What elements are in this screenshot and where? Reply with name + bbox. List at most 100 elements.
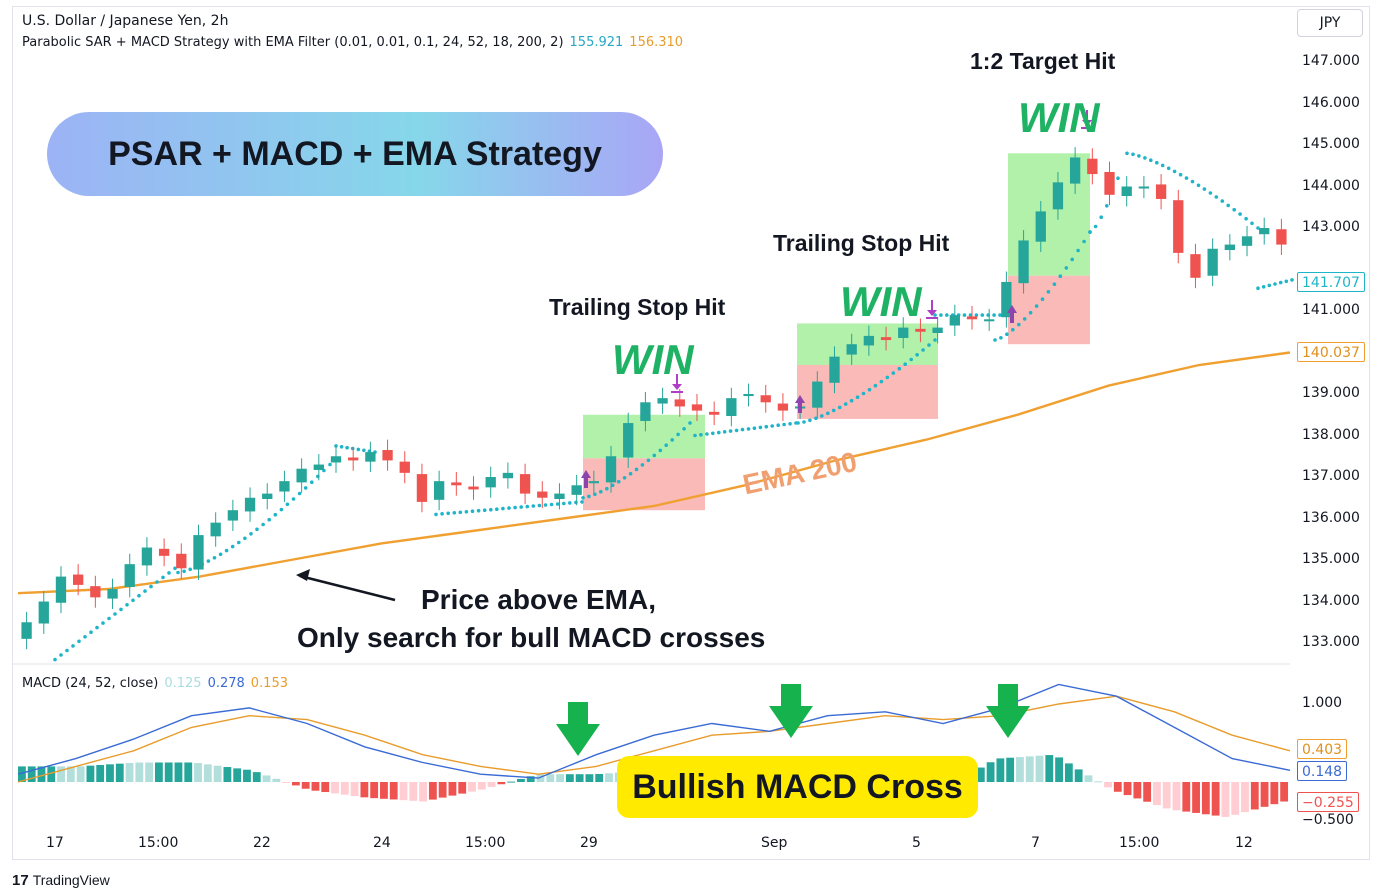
psar-dot-73: [543, 503, 548, 507]
candle-body-29: [519, 474, 531, 494]
macd-hist-bar-29: [301, 782, 310, 789]
psar-dot-157: [1017, 322, 1021, 327]
psar-dot-110: [758, 425, 763, 430]
psar-dot-124: [837, 405, 842, 410]
psar-dot-35: [261, 522, 265, 527]
psar-dot-27: [212, 556, 217, 560]
candle-body-1: [38, 601, 49, 624]
macd-hist-bar-107: [1064, 763, 1073, 782]
price-axis-tick: 136.000: [1302, 509, 1360, 526]
bullish-cross-arrow-icon-3: [986, 684, 1030, 738]
candle-body-2: [55, 576, 67, 603]
psar-dot-95: [670, 438, 674, 442]
psar-dot-205: [1290, 278, 1294, 282]
price-axis-tick: 134.000: [1302, 592, 1360, 609]
psar-dot-190: [1208, 191, 1213, 195]
candle-body-36: [640, 402, 651, 421]
tradingview-logo-icon: 17: [12, 872, 29, 889]
psar-dot-0: [53, 657, 57, 662]
candle-body-41: [726, 398, 737, 416]
psar-dot-199: [1256, 286, 1260, 291]
psar-dot-22: [182, 569, 186, 574]
price-axis-tick: 139.000: [1302, 385, 1360, 401]
candle-body-55: [966, 316, 978, 320]
macd-hist-bar-33: [340, 782, 349, 795]
psar-dot-170: [1088, 230, 1092, 234]
time-axis-tick: 5: [912, 835, 921, 851]
macd-hist-bar-102: [1016, 757, 1024, 782]
candle-body-23: [416, 474, 428, 502]
macd-hist-bar-46: [468, 782, 476, 792]
psar-dot-3: [71, 644, 75, 648]
psar-dot-93: [658, 448, 663, 453]
candle-body-54: [949, 315, 960, 326]
psar-dot-118: [802, 420, 806, 424]
candle-body-10: [193, 535, 204, 570]
macd-axis-tick: −0.500: [1302, 812, 1354, 828]
macd-legend[interactable]: MACD (24, 52, close) 0.125 0.278 0.153: [22, 676, 288, 691]
psar-dot-158: [1022, 317, 1027, 321]
currency-button[interactable]: JPY: [1297, 9, 1363, 37]
macd-line-value: 0.278: [207, 676, 245, 691]
psar-dot-131: [879, 379, 884, 384]
psar-dot-147: [968, 313, 973, 317]
candle-body-32: [571, 485, 582, 495]
tradingview-brand[interactable]: 17 TradingView: [12, 872, 110, 889]
time-axis-tick: 12: [1235, 835, 1253, 851]
candle-body-52: [915, 328, 926, 332]
psar-dot-23: [188, 567, 192, 572]
indicator-legend[interactable]: Parabolic SAR + MACD Strategy with EMA F…: [22, 35, 683, 50]
psar-dot-86: [616, 479, 621, 484]
macd-hist-bar-45: [458, 782, 467, 794]
psar-dot-202: [1273, 282, 1277, 286]
candle-body-69: [1207, 248, 1218, 276]
macd-hist-value: 0.125: [164, 676, 202, 691]
psar-dot-113: [776, 423, 780, 428]
psar-dot-62: [476, 508, 481, 513]
psar-dot-59: [458, 510, 463, 515]
candle-body-62: [1087, 158, 1098, 175]
psar-dot-78: [574, 500, 578, 505]
psar-dot-154: [999, 336, 1003, 340]
psar-dot-21: [176, 570, 180, 575]
macd-hist-bar-4: [57, 766, 65, 782]
psar-dot-2: [65, 648, 69, 653]
macd-hist-bar-3: [47, 766, 56, 782]
time-axis-tick: Sep: [761, 835, 788, 851]
candle-body-64: [1121, 186, 1132, 197]
time-axis-tick: 24: [373, 835, 391, 851]
macd-hist-bar-59: [595, 773, 604, 782]
candle-body-63: [1104, 171, 1115, 195]
win-label-3: WIN: [1018, 94, 1100, 141]
macd-hist-bar-119: [1182, 782, 1191, 812]
psar-dot-156: [1011, 327, 1015, 332]
psar-dot-6: [89, 630, 93, 634]
psar-dot-133: [891, 371, 896, 375]
psar-dot-85: [610, 483, 615, 488]
macd-hist-bar-32: [331, 782, 339, 794]
macd-hist-bar-117: [1162, 782, 1171, 809]
macd-axis-tick: 1.000: [1302, 695, 1343, 711]
psar-dot-72: [537, 503, 542, 508]
hist-price-tag: −0.255: [1297, 792, 1359, 812]
macd-hist-bar-124: [1231, 782, 1240, 815]
macd-hist-bar-118: [1172, 782, 1181, 811]
macd-hist-bar-0: [18, 766, 26, 782]
candle-body-25: [451, 482, 462, 486]
macd-signal-value: 0.153: [250, 676, 288, 691]
macd-hist-bar-11: [125, 762, 134, 782]
macd-hist-bar-19: [203, 764, 212, 782]
psar-dot-103: [717, 430, 721, 435]
candle-body-4: [90, 586, 101, 598]
time-axis-tick: 29: [580, 835, 598, 851]
macd-hist-bar-51: [517, 778, 525, 782]
macd-hist-bar-100: [996, 758, 1005, 782]
entry-arrow-icon-1: [581, 470, 591, 488]
psar-dot-104: [722, 430, 727, 434]
psar-dot-192: [1220, 199, 1225, 203]
candle-body-66: [1155, 184, 1167, 199]
time-axis-tick: 15:00: [1119, 835, 1160, 851]
candle-body-27: [485, 477, 496, 488]
price-axis-tick: 137.000: [1302, 468, 1360, 484]
